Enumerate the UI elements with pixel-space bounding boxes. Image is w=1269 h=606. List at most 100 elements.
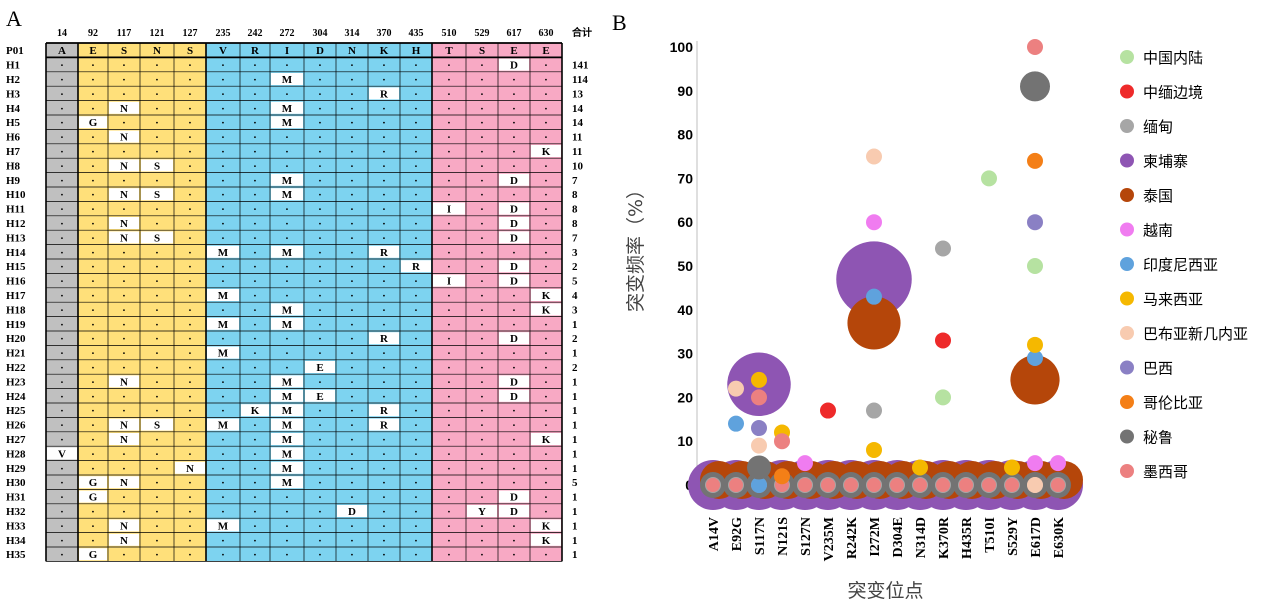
conserved-dot: · (253, 261, 257, 273)
conserved-dot: · (447, 535, 451, 547)
conserved-dot: · (221, 405, 225, 417)
conserved-dot: · (253, 348, 257, 360)
conserved-dot: · (253, 319, 257, 331)
conserved-dot: · (60, 362, 64, 374)
conserved-dot: · (512, 74, 516, 86)
conserved-dot: · (285, 506, 289, 518)
conserved-dot: · (253, 362, 257, 374)
conserved-dot: · (350, 232, 354, 244)
conserved-dot: · (512, 103, 516, 115)
x-tick-label: R242K (845, 517, 860, 559)
haplotype-total: 1 (572, 391, 578, 403)
conserved-dot: · (60, 74, 64, 86)
conserved-dot: · (60, 276, 64, 288)
conserved-dot: · (60, 434, 64, 446)
mutation-residue: M (282, 405, 293, 417)
conserved-dot: · (544, 132, 548, 144)
conserved-dot: · (382, 376, 386, 388)
mutation-residue: M (282, 319, 293, 331)
conserved-dot: · (91, 276, 95, 288)
conserved-dot: · (447, 333, 451, 345)
mutation-residue: M (218, 247, 229, 259)
conserved-dot: · (480, 420, 484, 432)
conserved-dot: · (285, 276, 289, 288)
data-point (866, 148, 882, 165)
reference-residue: D (316, 45, 324, 57)
haplotype-label: H16 (6, 276, 26, 288)
conserved-dot: · (155, 74, 159, 86)
conserved-dot: · (60, 405, 64, 417)
reference-residue: S (479, 45, 485, 57)
conserved-dot: · (155, 304, 159, 316)
conserved-dot: · (382, 276, 386, 288)
conserved-dot: · (122, 290, 126, 302)
conserved-dot: · (188, 232, 192, 244)
mutation-cell (401, 260, 431, 273)
conserved-dot: · (544, 420, 548, 432)
conserved-dot: · (188, 189, 192, 201)
conserved-dot: · (221, 204, 225, 216)
mutation-cell (531, 289, 561, 301)
mutation-residue: D (348, 506, 356, 518)
conserved-dot: · (447, 391, 451, 403)
conserved-dot: · (60, 319, 64, 331)
haplotype-label: H20 (6, 333, 26, 345)
conserved-dot: · (350, 160, 354, 172)
conserved-dot: · (414, 247, 418, 259)
conserved-dot: · (414, 88, 418, 100)
conserved-dot: · (122, 247, 126, 259)
conserved-dot: · (318, 506, 322, 518)
mutation-residue: M (282, 420, 293, 432)
conserved-dot: · (447, 477, 451, 489)
mutation-residue: M (282, 189, 293, 201)
conserved-dot: · (447, 103, 451, 115)
legend-label: 越南 (1143, 222, 1173, 240)
data-point (751, 371, 767, 388)
mutation-residue: M (218, 319, 229, 331)
conserved-dot: · (318, 60, 322, 72)
conserved-dot: · (253, 175, 257, 187)
data-point (847, 296, 901, 350)
mutation-cell (109, 519, 139, 532)
conserved-dot: · (221, 448, 225, 460)
conserved-dot: · (155, 146, 159, 158)
conserved-dot: · (447, 189, 451, 201)
conserved-dot: · (447, 319, 451, 331)
haplotype-label: H4 (6, 103, 21, 115)
legend-marker (1120, 153, 1134, 168)
legend-marker (1120, 50, 1134, 64)
mutation-residue: D (510, 218, 518, 230)
x-tick-label: E630K (1052, 517, 1067, 558)
conserved-dot: · (253, 549, 257, 561)
conserved-dot: · (512, 304, 516, 316)
conserved-dot: · (188, 261, 192, 273)
conserved-dot: · (382, 477, 386, 489)
conserved-dot: · (188, 88, 192, 100)
mutation-residue: K (542, 290, 551, 302)
y-tick-label: 50 (677, 258, 693, 274)
conserved-dot: · (382, 348, 386, 360)
conserved-dot: · (122, 146, 126, 158)
conserved-dot: · (285, 520, 289, 532)
x-tick-label: V235M (822, 517, 837, 561)
conserved-dot: · (318, 103, 322, 115)
mutation-residue: M (282, 477, 293, 489)
conserved-dot: · (480, 549, 484, 561)
conserved-dot: · (447, 146, 451, 158)
mutation-cell (207, 289, 239, 301)
conserved-dot: · (188, 376, 192, 388)
conserved-dot: · (221, 146, 225, 158)
conserved-dot: · (318, 88, 322, 100)
conserved-dot: · (60, 376, 64, 388)
conserved-dot: · (544, 333, 548, 345)
conserved-dot: · (155, 60, 159, 72)
conserved-dot: · (60, 218, 64, 230)
haplotype-label: H22 (6, 362, 26, 374)
mutation-residue: R (380, 88, 389, 100)
conserved-dot: · (350, 117, 354, 129)
conserved-dot: · (60, 549, 64, 561)
conserved-dot: · (318, 405, 322, 417)
conserved-dot: · (318, 189, 322, 201)
haplotype-total: 14 (572, 103, 584, 115)
haplotype-label: H31 (6, 492, 26, 504)
